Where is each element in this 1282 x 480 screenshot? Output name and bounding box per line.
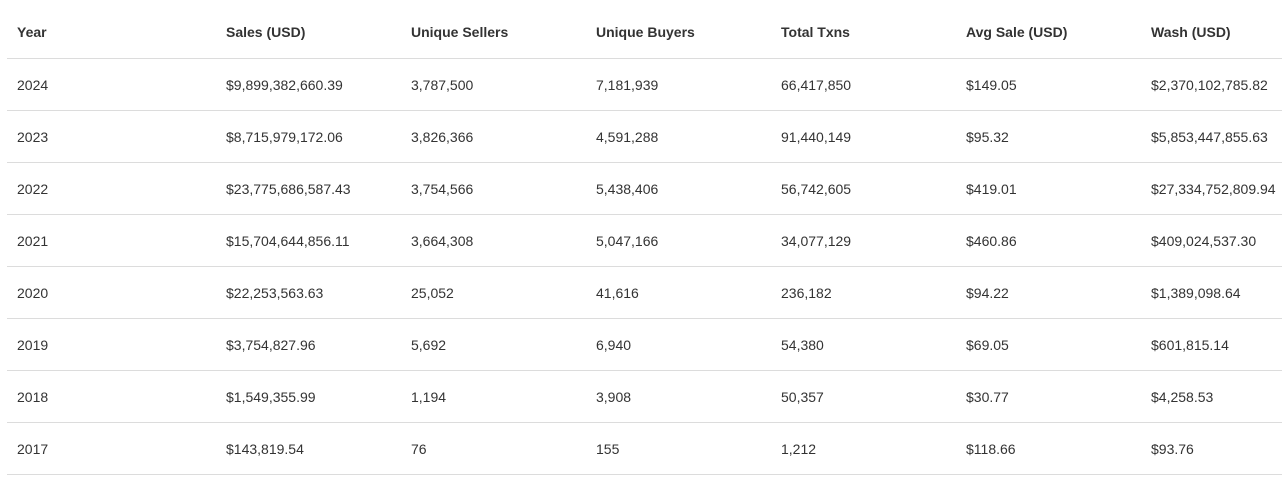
table-row: 2023 $8,715,979,172.06 3,826,366 4,591,2… [7, 110, 1282, 163]
column-header-unique-buyers[interactable]: Unique Buyers [586, 6, 771, 59]
cell-year: 2024 [7, 58, 216, 111]
cell-wash: $27,334,752,809.94 [1141, 162, 1282, 215]
cell-total-txns: 34,077,129 [771, 214, 956, 267]
cell-sales: $23,775,686,587.43 [216, 162, 401, 215]
cell-unique-sellers: 5,692 [401, 318, 586, 371]
cell-unique-sellers: 3,664,308 [401, 214, 586, 267]
cell-total-txns: 1,212 [771, 422, 956, 475]
cell-unique-sellers: 1,194 [401, 370, 586, 423]
cell-unique-sellers: 3,754,566 [401, 162, 586, 215]
table-row: 2020 $22,253,563.63 25,052 41,616 236,18… [7, 266, 1282, 319]
cell-year: 2018 [7, 370, 216, 423]
cell-year: 2019 [7, 318, 216, 371]
cell-wash: $1,389,098.64 [1141, 266, 1282, 319]
cell-unique-sellers: 3,826,366 [401, 110, 586, 163]
cell-year: 2017 [7, 422, 216, 475]
cell-avg-sale: $149.05 [956, 58, 1141, 111]
column-header-year[interactable]: Year [7, 6, 216, 59]
yearly-stats-table: Year Sales (USD) Unique Sellers Unique B… [7, 6, 1282, 475]
cell-unique-sellers: 76 [401, 422, 586, 475]
cell-sales: $1,549,355.99 [216, 370, 401, 423]
table-row: 2022 $23,775,686,587.43 3,754,566 5,438,… [7, 162, 1282, 215]
cell-avg-sale: $69.05 [956, 318, 1141, 371]
table-row: 2019 $3,754,827.96 5,692 6,940 54,380 $6… [7, 318, 1282, 371]
cell-wash: $5,853,447,855.63 [1141, 110, 1282, 163]
cell-sales: $9,899,382,660.39 [216, 58, 401, 111]
cell-unique-buyers: 41,616 [586, 266, 771, 319]
cell-total-txns: 91,440,149 [771, 110, 956, 163]
cell-unique-buyers: 6,940 [586, 318, 771, 371]
cell-wash: $2,370,102,785.82 [1141, 58, 1282, 111]
cell-wash: $601,815.14 [1141, 318, 1282, 371]
cell-unique-buyers: 5,047,166 [586, 214, 771, 267]
yearly-stats-table-container: Year Sales (USD) Unique Sellers Unique B… [7, 6, 1282, 475]
cell-avg-sale: $95.32 [956, 110, 1141, 163]
cell-avg-sale: $94.22 [956, 266, 1141, 319]
cell-total-txns: 54,380 [771, 318, 956, 371]
cell-year: 2021 [7, 214, 216, 267]
cell-sales: $143,819.54 [216, 422, 401, 475]
cell-total-txns: 56,742,605 [771, 162, 956, 215]
cell-year: 2022 [7, 162, 216, 215]
cell-sales: $22,253,563.63 [216, 266, 401, 319]
cell-unique-sellers: 3,787,500 [401, 58, 586, 111]
cell-wash: $409,024,537.30 [1141, 214, 1282, 267]
column-header-unique-sellers[interactable]: Unique Sellers [401, 6, 586, 59]
cell-avg-sale: $30.77 [956, 370, 1141, 423]
column-header-sales[interactable]: Sales (USD) [216, 6, 401, 59]
table-body: 2024 $9,899,382,660.39 3,787,500 7,181,9… [7, 58, 1282, 475]
cell-unique-buyers: 4,591,288 [586, 110, 771, 163]
cell-avg-sale: $118.66 [956, 422, 1141, 475]
cell-total-txns: 66,417,850 [771, 58, 956, 111]
cell-unique-sellers: 25,052 [401, 266, 586, 319]
cell-unique-buyers: 3,908 [586, 370, 771, 423]
cell-avg-sale: $419.01 [956, 162, 1141, 215]
column-header-total-txns[interactable]: Total Txns [771, 6, 956, 59]
column-header-wash[interactable]: Wash (USD) [1141, 6, 1282, 59]
cell-year: 2020 [7, 266, 216, 319]
table-row: 2018 $1,549,355.99 1,194 3,908 50,357 $3… [7, 370, 1282, 423]
cell-wash: $93.76 [1141, 422, 1282, 475]
cell-unique-buyers: 155 [586, 422, 771, 475]
column-header-avg-sale[interactable]: Avg Sale (USD) [956, 6, 1141, 59]
cell-year: 2023 [7, 110, 216, 163]
table-row: 2021 $15,704,644,856.11 3,664,308 5,047,… [7, 214, 1282, 267]
cell-sales: $15,704,644,856.11 [216, 214, 401, 267]
table-row: 2024 $9,899,382,660.39 3,787,500 7,181,9… [7, 58, 1282, 111]
cell-unique-buyers: 5,438,406 [586, 162, 771, 215]
cell-wash: $4,258.53 [1141, 370, 1282, 423]
cell-total-txns: 50,357 [771, 370, 956, 423]
cell-sales: $8,715,979,172.06 [216, 110, 401, 163]
cell-sales: $3,754,827.96 [216, 318, 401, 371]
header-row: Year Sales (USD) Unique Sellers Unique B… [7, 6, 1282, 59]
cell-unique-buyers: 7,181,939 [586, 58, 771, 111]
cell-avg-sale: $460.86 [956, 214, 1141, 267]
table-header: Year Sales (USD) Unique Sellers Unique B… [7, 6, 1282, 59]
cell-total-txns: 236,182 [771, 266, 956, 319]
table-row: 2017 $143,819.54 76 155 1,212 $118.66 $9… [7, 422, 1282, 475]
